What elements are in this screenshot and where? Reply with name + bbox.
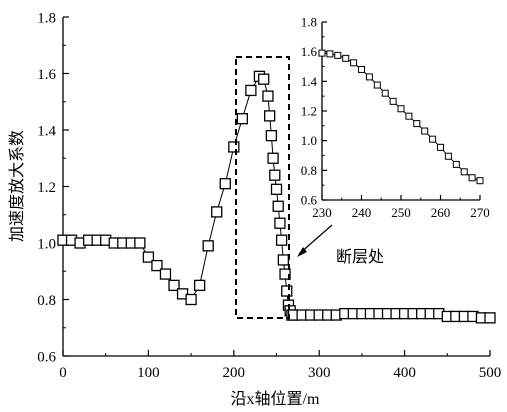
inset-y-tick-label: 1.2 — [301, 104, 317, 119]
main-data-point — [151, 259, 163, 272]
main-x-tick-label: 400 — [393, 365, 416, 381]
main-y-tick-label: 0.6 — [37, 349, 56, 365]
main-x-tick-label: 200 — [223, 365, 246, 381]
main-x-tick-label: 500 — [479, 365, 502, 381]
main-y-tick-label: 0.8 — [37, 293, 56, 309]
annotation-arrow — [297, 224, 333, 257]
inset-data-point — [397, 105, 405, 113]
inset-data-point — [373, 81, 381, 89]
inset-y-tick-label: 1.0 — [301, 133, 317, 148]
inset-y-tick-label: 1.6 — [301, 44, 318, 59]
main-x-tick-label: 300 — [308, 365, 331, 381]
main-data-point — [274, 217, 286, 229]
inset-data-point — [413, 120, 421, 128]
main-series-line — [63, 75, 490, 319]
inset-data-point — [452, 160, 460, 168]
inset-data-point — [468, 174, 476, 182]
main-data-point — [219, 178, 231, 190]
inset-data-point — [460, 168, 468, 176]
main-y-tick-label: 1.8 — [37, 10, 56, 26]
fault-highlight-box — [235, 56, 290, 319]
inset-series — [318, 49, 484, 185]
inset-x-tick-label: 240 — [352, 205, 372, 220]
main-data-point — [484, 312, 496, 324]
main-y-tick-label: 1.4 — [37, 123, 56, 139]
main-data-point — [236, 113, 248, 125]
inset-data-point — [358, 65, 365, 73]
main-data-point — [159, 268, 172, 280]
main-data-point — [168, 279, 180, 292]
inset-y-tick-label: 1.4 — [301, 74, 318, 89]
main-x-axis-label: 沿x轴位置/m — [231, 390, 320, 408]
main-y-tick-label: 1.2 — [37, 180, 56, 196]
main-x-tick-label: 100 — [137, 365, 160, 381]
main-data-point — [245, 84, 257, 97]
main-data-point — [211, 206, 223, 218]
main-data-point — [134, 237, 146, 249]
main-data-point — [279, 268, 291, 280]
main-data-point — [269, 169, 281, 181]
inset-data-point — [429, 135, 437, 143]
main-x-tick-label: 0 — [59, 365, 67, 381]
main-data-point — [185, 293, 197, 306]
inset-data-point — [405, 112, 413, 120]
inset-y-tick-label: 0.6 — [301, 193, 318, 208]
main-data-point — [277, 254, 289, 266]
main-data-point — [262, 90, 274, 102]
main-data-point — [275, 234, 288, 246]
inset-data-point — [365, 73, 373, 81]
main-data-point — [272, 200, 284, 212]
inset-data-point — [381, 89, 389, 97]
main-data-point — [270, 183, 283, 195]
inset-data-point — [444, 152, 452, 160]
inset-data-point — [334, 51, 342, 59]
main-y-tick-label: 1.6 — [37, 67, 56, 83]
inset-data-point — [421, 127, 429, 135]
inset-x-tick-label: 250 — [391, 205, 411, 220]
annotation-label: 断层处 — [336, 248, 384, 266]
inset-y-tick-label: 1.8 — [301, 15, 317, 30]
inset-x-tick-label: 230 — [312, 205, 332, 220]
main-data-point — [267, 152, 279, 164]
main-data-point — [258, 73, 270, 85]
inset-data-point — [350, 59, 358, 67]
main-data-point — [264, 110, 276, 122]
inset-x-tick-label: 270 — [470, 205, 490, 220]
inset-data-point — [476, 177, 484, 185]
inset-data-point — [318, 49, 326, 57]
inset-data-point — [389, 97, 397, 105]
main-data-point — [202, 240, 214, 252]
main-data-point — [193, 279, 206, 292]
inset-axes: 230 240 250 260 270 0.6 0.8 1.0 1.2 1.4 1.6 1.8 — [301, 15, 490, 220]
main-data-point — [228, 141, 240, 153]
main-series — [57, 70, 496, 324]
main-data-point — [265, 129, 278, 142]
inset-data-point — [326, 50, 334, 58]
inset-y-tick-label: 0.8 — [301, 163, 317, 178]
inset-data-point — [342, 54, 350, 62]
inset-data-point — [437, 143, 444, 151]
main-y-tick-label: 1.0 — [37, 236, 56, 252]
main-data-point — [142, 251, 155, 263]
main-y-axis-label: 加速度放大系数 — [8, 130, 26, 242]
main-axes: 0 100 200 300 400 500 0.6 0.8 1.0 1.2 1.4 1.6 1.8 — [37, 10, 501, 381]
inset-x-tick-label: 260 — [431, 205, 451, 220]
main-data-point — [281, 285, 293, 297]
